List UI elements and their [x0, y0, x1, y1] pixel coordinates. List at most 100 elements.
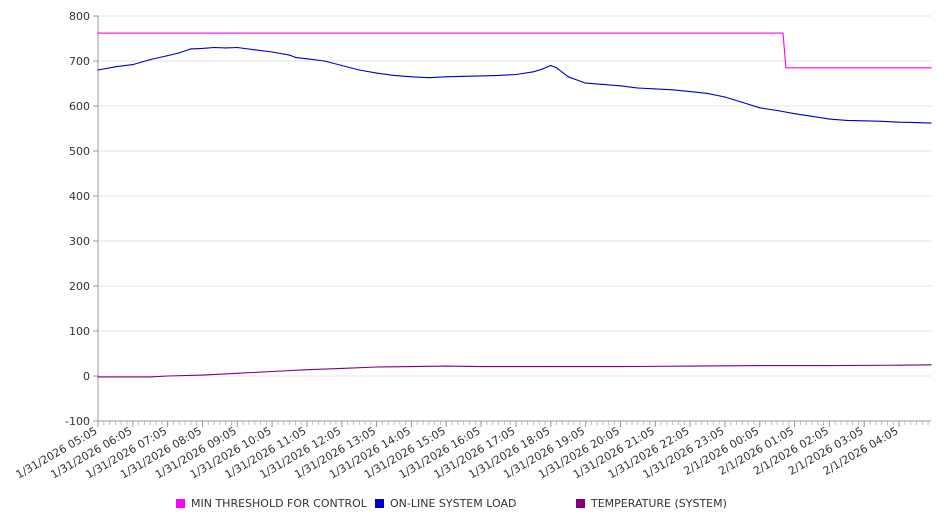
data-point	[236, 372, 238, 374]
data-point	[132, 64, 134, 66]
data-point	[689, 91, 691, 93]
data-point	[294, 56, 296, 59]
data-point	[213, 46, 215, 49]
data-point	[480, 75, 482, 77]
data-point	[915, 122, 918, 124]
data-point	[785, 67, 787, 69]
data-point	[930, 67, 932, 69]
data-point	[480, 365, 482, 368]
data-point	[97, 376, 99, 378]
data-point	[846, 119, 848, 121]
y-tick-label: 800	[69, 10, 90, 23]
data-point	[585, 82, 587, 84]
y-tick-labels: -100 0 100 200 300 400 500 600 700 800	[65, 10, 90, 428]
data-point	[178, 52, 180, 54]
data-point	[672, 89, 674, 91]
data-point	[550, 64, 552, 67]
data-point	[306, 369, 308, 371]
data-point	[706, 92, 709, 94]
data-point	[689, 365, 691, 367]
legend-label-min-threshold: MIN THRESHOLD FOR CONTROL	[191, 497, 367, 510]
y-tick-label: 600	[69, 100, 90, 113]
data-point	[619, 85, 622, 87]
data-point	[201, 47, 204, 50]
legend-swatch-min-threshold	[176, 499, 185, 508]
data-point	[236, 46, 238, 49]
data-point	[376, 366, 378, 368]
y-tick-label: 400	[69, 190, 90, 203]
legend-item-temperature[interactable]: TEMPERATURE (SYSTEM)	[576, 497, 727, 510]
data-point	[619, 365, 622, 368]
series-line-0	[98, 32, 931, 69]
data-point	[410, 76, 413, 78]
data-point	[555, 67, 558, 69]
data-point	[167, 375, 169, 377]
axes	[93, 15, 931, 427]
data-point	[828, 365, 831, 367]
data-point	[930, 122, 932, 124]
data-point	[271, 51, 273, 53]
data-point	[190, 48, 192, 50]
data-point	[881, 120, 883, 122]
data-point	[898, 121, 900, 123]
data-point	[445, 76, 447, 78]
data-point	[254, 49, 256, 51]
legend-label-temperature: TEMPERATURE (SYSTEM)	[591, 497, 727, 510]
data-point	[497, 74, 500, 76]
data-point	[602, 83, 604, 85]
legend-item-system-load[interactable]: ON-LINE SYSTEM LOAD	[375, 497, 516, 510]
data-point	[376, 72, 378, 74]
data-point	[759, 365, 761, 367]
x-tick-labels: 1/31/2026 05:051/31/2026 06:051/31/2026 …	[14, 424, 901, 481]
data-point	[741, 101, 743, 103]
data-point	[323, 60, 325, 62]
data-point	[149, 376, 151, 378]
data-point	[776, 109, 778, 112]
data-point	[149, 59, 151, 61]
data-point	[637, 87, 639, 89]
grid-lines	[98, 15, 931, 422]
y-tick-label: 300	[69, 235, 90, 248]
data-point	[97, 32, 99, 34]
data-point	[288, 54, 291, 56]
data-point	[724, 96, 726, 98]
data-point	[759, 107, 761, 109]
data-point	[782, 32, 784, 34]
y-tick-label: -100	[65, 415, 90, 428]
data-point	[515, 73, 517, 76]
data-point	[930, 364, 932, 366]
y-tick-label: 100	[69, 325, 90, 338]
data-point	[428, 77, 430, 79]
data-point	[341, 64, 343, 67]
data-point	[410, 365, 413, 368]
data-point	[393, 74, 395, 76]
legend-swatch-temperature	[576, 499, 585, 508]
data-point	[306, 58, 308, 60]
data-point	[898, 364, 900, 366]
data-point	[863, 120, 865, 122]
y-tick-label: 0	[83, 370, 90, 383]
data-point	[167, 55, 169, 57]
data-point	[541, 68, 543, 70]
data-point	[201, 374, 204, 376]
data-point	[445, 365, 447, 367]
series-lines	[97, 32, 932, 378]
data-point	[793, 113, 796, 115]
y-tick-label: 500	[69, 145, 90, 158]
chart-legend: MIN THRESHOLD FOR CONTROL ON-LINE SYSTEM…	[0, 497, 946, 515]
data-point	[811, 115, 813, 117]
data-point	[225, 47, 227, 49]
legend-item-min-threshold[interactable]: MIN THRESHOLD FOR CONTROL	[176, 497, 367, 510]
data-point	[463, 75, 465, 77]
y-tick-label: 200	[69, 280, 90, 293]
series-line-2	[98, 364, 932, 378]
data-point	[567, 76, 569, 78]
data-point	[341, 367, 343, 369]
data-point	[358, 69, 360, 71]
legend-label-system-load: ON-LINE SYSTEM LOAD	[390, 497, 517, 510]
series-line-1	[97, 46, 932, 124]
data-point	[550, 365, 552, 368]
legend-swatch-system-load	[375, 499, 384, 508]
data-point	[97, 69, 99, 71]
